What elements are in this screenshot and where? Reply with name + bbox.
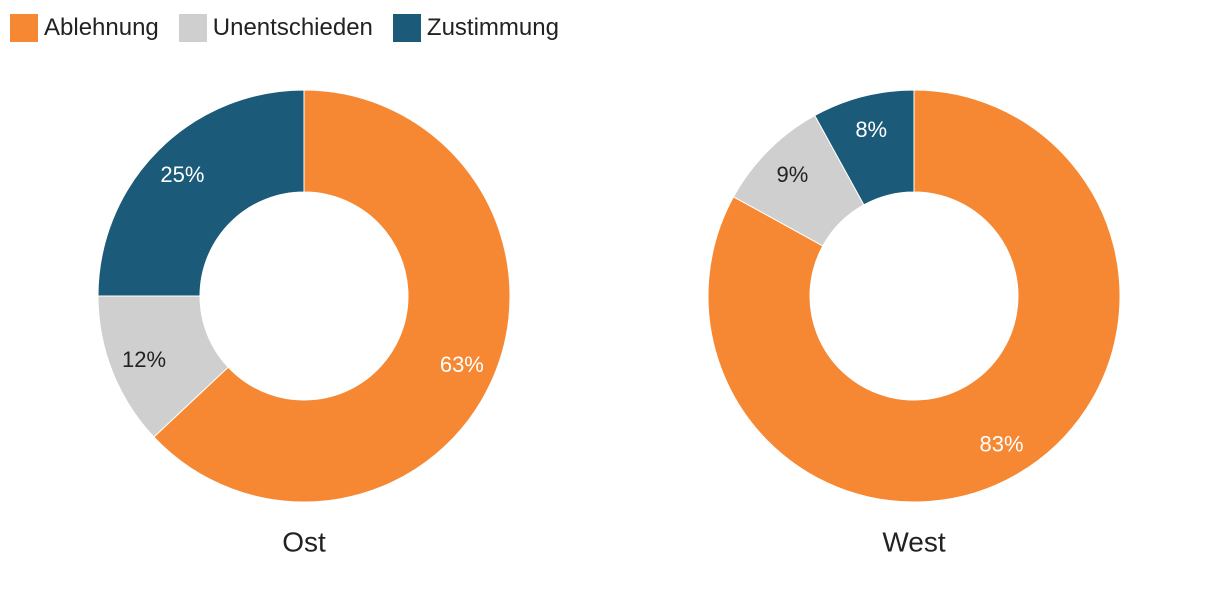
- slice-label-ost-zustimmung: 25%: [160, 162, 204, 187]
- legend: Ablehnung Unentschieden Zustimmung: [10, 14, 579, 42]
- legend-label-zustimmung: Zustimmung: [426, 14, 559, 41]
- slice-ost-ablehnung: [153, 89, 511, 503]
- legend-item-unentschieden: Unentschieden: [178, 14, 373, 42]
- slice-label-west-unentschieden: 9%: [776, 162, 808, 187]
- legend-item-zustimmung: Zustimmung: [392, 14, 559, 42]
- legend-label-unentschieden: Unentschieden: [212, 14, 373, 41]
- slice-west-ablehnung: [707, 89, 1121, 503]
- chart-label-west: West: [882, 527, 945, 558]
- donut-chart-ost: 63% 12% 25% Ost: [97, 89, 511, 558]
- legend-swatch-zustimmung: [392, 14, 421, 42]
- donut-chart-west: 83% 9% 8% West: [707, 89, 1121, 558]
- legend-label-ablehnung: Ablehnung: [44, 14, 159, 41]
- chart-label-ost: Ost: [282, 527, 326, 558]
- slice-label-ost-unentschieden: 12%: [122, 347, 166, 372]
- slice-ost-zustimmung: [97, 89, 305, 297]
- legend-swatch-ablehnung: [10, 14, 38, 42]
- slice-label-west-zustimmung: 8%: [855, 117, 887, 142]
- legend-swatch-unentschieden: [178, 14, 207, 42]
- legend-item-ablehnung: Ablehnung: [10, 14, 159, 42]
- slice-west-zustimmung: [814, 89, 915, 206]
- slice-label-west-ablehnung: 83%: [980, 432, 1024, 457]
- slice-label-ost-ablehnung: 63%: [440, 352, 484, 377]
